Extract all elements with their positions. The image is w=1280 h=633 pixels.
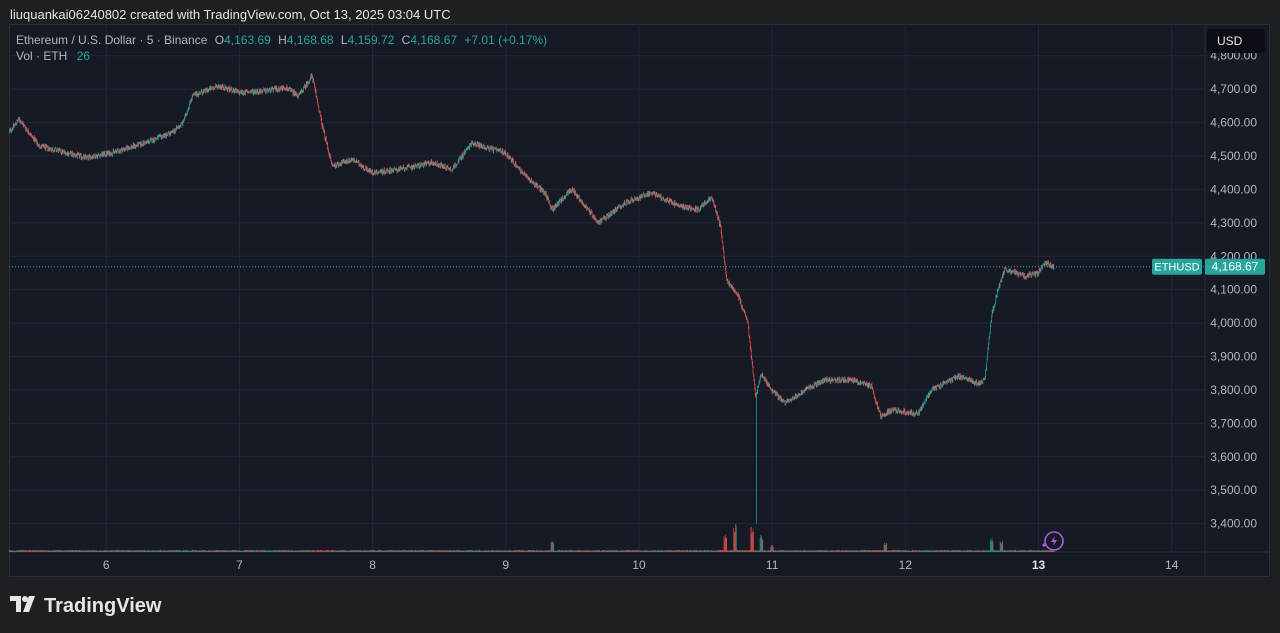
- time-tick-label: 14: [1165, 558, 1179, 572]
- open-label: O: [214, 33, 225, 47]
- ohlc-legend: Ethereum / U.S. Dollar · 5 · Binance O4,…: [16, 33, 547, 47]
- last-price-tag: ETHUSD 4,168.67: [1152, 258, 1265, 275]
- price-tag-label: 4,168.67: [1212, 260, 1259, 274]
- time-axis: 6 7 8 9 10 11 12 13 14: [103, 558, 1179, 572]
- price-chart[interactable]: 4,800.004,700.004,600.004,500.004,400.00…: [9, 24, 1270, 577]
- volume-value: 26: [76, 49, 91, 63]
- price-tick-label: 4,500.00: [1210, 149, 1257, 163]
- low-label: L: [340, 33, 348, 47]
- price-tick-label: 4,100.00: [1210, 283, 1257, 297]
- price-axis: 4,800.004,700.004,600.004,500.004,400.00…: [1210, 49, 1257, 531]
- price-tick-label: 4,000.00: [1210, 316, 1257, 330]
- price-tick-label: 3,800.00: [1210, 383, 1257, 397]
- grid: [9, 24, 1270, 577]
- time-tick-label: 9: [502, 558, 509, 572]
- volume-bars: [9, 523, 1055, 552]
- close-label: C: [401, 33, 411, 47]
- price-tag-bg: [1205, 258, 1265, 275]
- brand-name: TradingView: [44, 594, 162, 617]
- price-tick-label: 4,600.00: [1210, 116, 1257, 130]
- time-tick-label: 13: [1032, 558, 1046, 572]
- symbol-tag-bg: [1152, 258, 1202, 275]
- open-value: 4,163.69: [224, 33, 271, 47]
- chart-attribution: liuquankai06240802 created with TradingV…: [10, 7, 451, 22]
- tradingview-brand[interactable]: TradingView: [10, 594, 161, 618]
- price-tick-label: 3,500.00: [1210, 483, 1257, 497]
- price-tick-label: 3,900.00: [1210, 350, 1257, 364]
- tradingview-logo-icon: [10, 595, 38, 618]
- high-value: 4,168.68: [286, 33, 334, 47]
- price-tick-label: 4,300.00: [1210, 216, 1257, 230]
- close-value: 4,168.67: [410, 33, 458, 47]
- price-tick-label: 3,700.00: [1210, 416, 1257, 430]
- time-tick-label: 8: [369, 558, 376, 572]
- volume-label: Vol · ETH: [16, 49, 68, 63]
- time-tick-label: 6: [103, 558, 110, 572]
- symbol-tag-label: ETHUSD: [1154, 262, 1199, 274]
- time-tick-label: 11: [766, 558, 779, 572]
- price-tick-label: 3,600.00: [1210, 450, 1257, 464]
- low-value: 4,159.72: [347, 33, 395, 47]
- price-tick-label: 4,400.00: [1210, 182, 1257, 196]
- change-value: +7.01 (+0.17%): [464, 33, 548, 47]
- time-tick-label: 7: [236, 558, 243, 572]
- time-tick-label: 12: [899, 558, 913, 572]
- time-tick-label: 10: [632, 558, 646, 572]
- currency-button[interactable]: USD: [1207, 29, 1265, 53]
- high-label: H: [278, 33, 287, 47]
- chart-frame[interactable]: [9, 24, 1270, 577]
- price-tick-label: 4,700.00: [1210, 82, 1257, 96]
- symbol-title: Ethereum / U.S. Dollar · 5 · Binance: [16, 33, 208, 47]
- lightning-icon[interactable]: [1042, 531, 1064, 551]
- price-tick-label: 3,400.00: [1210, 517, 1257, 531]
- candles: [9, 72, 1055, 524]
- volume-legend: Vol · ETH 26: [16, 49, 90, 63]
